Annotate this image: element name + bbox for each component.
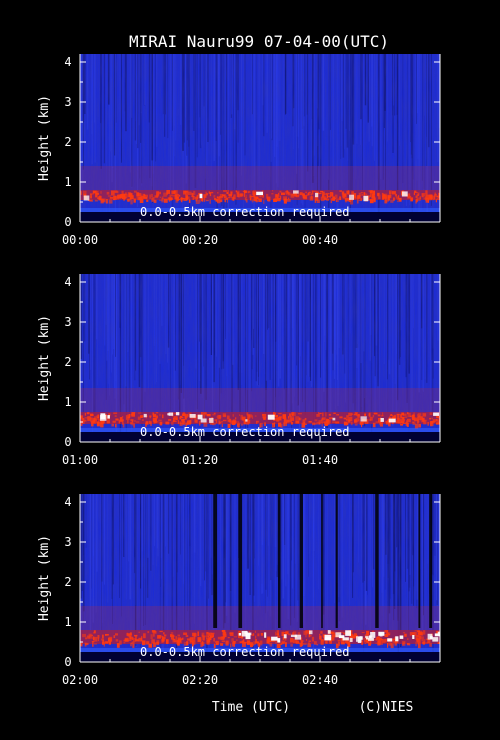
- y-axis-label: Height (km): [37, 315, 52, 401]
- x-tick-label: 00:40: [302, 233, 338, 247]
- x-tick-label: 01:40: [302, 453, 338, 467]
- x-tick-label: 00:00: [62, 233, 98, 247]
- x-axis-label: Time (UTC): [212, 700, 290, 715]
- y-tick-label: 2: [64, 135, 71, 149]
- y-tick-label: 2: [64, 355, 71, 369]
- panels: 0.0-0.5km correction required 0 1 2 3 4 00:00 0…: [37, 54, 441, 687]
- figure-title: MIRAI Nauru99 07-04-00(UTC): [129, 32, 389, 51]
- y-tick-label: 1: [64, 615, 71, 629]
- panel-3: 0.0-0.5km correction required 0 1 2 3 4 02:00 0…: [37, 494, 441, 687]
- ground-band: [80, 432, 440, 442]
- y-tick-label: 0: [64, 215, 71, 229]
- near-ground-band: [80, 648, 440, 652]
- near-ground-band: [80, 428, 440, 432]
- cloud-layer: [80, 190, 440, 205]
- near-ground-band: [80, 208, 440, 212]
- x-tick-label: 02:40: [302, 673, 338, 687]
- y-axis-label: Height (km): [37, 535, 52, 621]
- panel-1: 0.0-0.5km correction required 0 1 2 3 4 00:00 0…: [37, 54, 441, 247]
- plot-area-3: [80, 494, 440, 662]
- y-tick-label: 1: [64, 175, 71, 189]
- credit-label: (C)NIES: [359, 700, 414, 715]
- y-tick-label: 4: [64, 55, 71, 69]
- y-tick-label: 3: [64, 95, 71, 109]
- x-tick-label: 00:20: [182, 233, 218, 247]
- y-tick-label: 3: [64, 315, 71, 329]
- plot-area-1: [80, 54, 440, 222]
- y-tick-label: 4: [64, 275, 71, 289]
- y-tick-label: 1: [64, 395, 71, 409]
- panel-2: 0.0-0.5km correction required 0 1 2 3 4 01:00 0…: [37, 274, 441, 467]
- attenuation-columns: [213, 494, 433, 628]
- aerosol-layer: [80, 388, 440, 412]
- y-tick-label: 2: [64, 575, 71, 589]
- plot-area-2: [80, 274, 440, 442]
- ground-band: [80, 652, 440, 662]
- cloud-layer: [80, 412, 440, 429]
- x-tick-label: 02:20: [182, 673, 218, 687]
- aerosol-layer: [80, 166, 440, 190]
- cloud-layer: [80, 630, 440, 649]
- ground-band: [80, 212, 440, 222]
- correction-note: 0.0-0.5km correction required: [140, 425, 350, 439]
- y-tick-label: 4: [64, 495, 71, 509]
- x-tick-label: 01:20: [182, 453, 218, 467]
- y-tick-label: 0: [64, 435, 71, 449]
- y-axis-label: Height (km): [37, 95, 52, 181]
- y-tick-label: 3: [64, 535, 71, 549]
- correction-note: 0.0-0.5km correction required: [140, 205, 350, 219]
- x-tick-label: 01:00: [62, 453, 98, 467]
- y-tick-label: 0: [64, 655, 71, 669]
- aerosol-layer: [80, 606, 440, 630]
- x-tick-label: 02:00: [62, 673, 98, 687]
- correction-note: 0.0-0.5km correction required: [140, 645, 350, 659]
